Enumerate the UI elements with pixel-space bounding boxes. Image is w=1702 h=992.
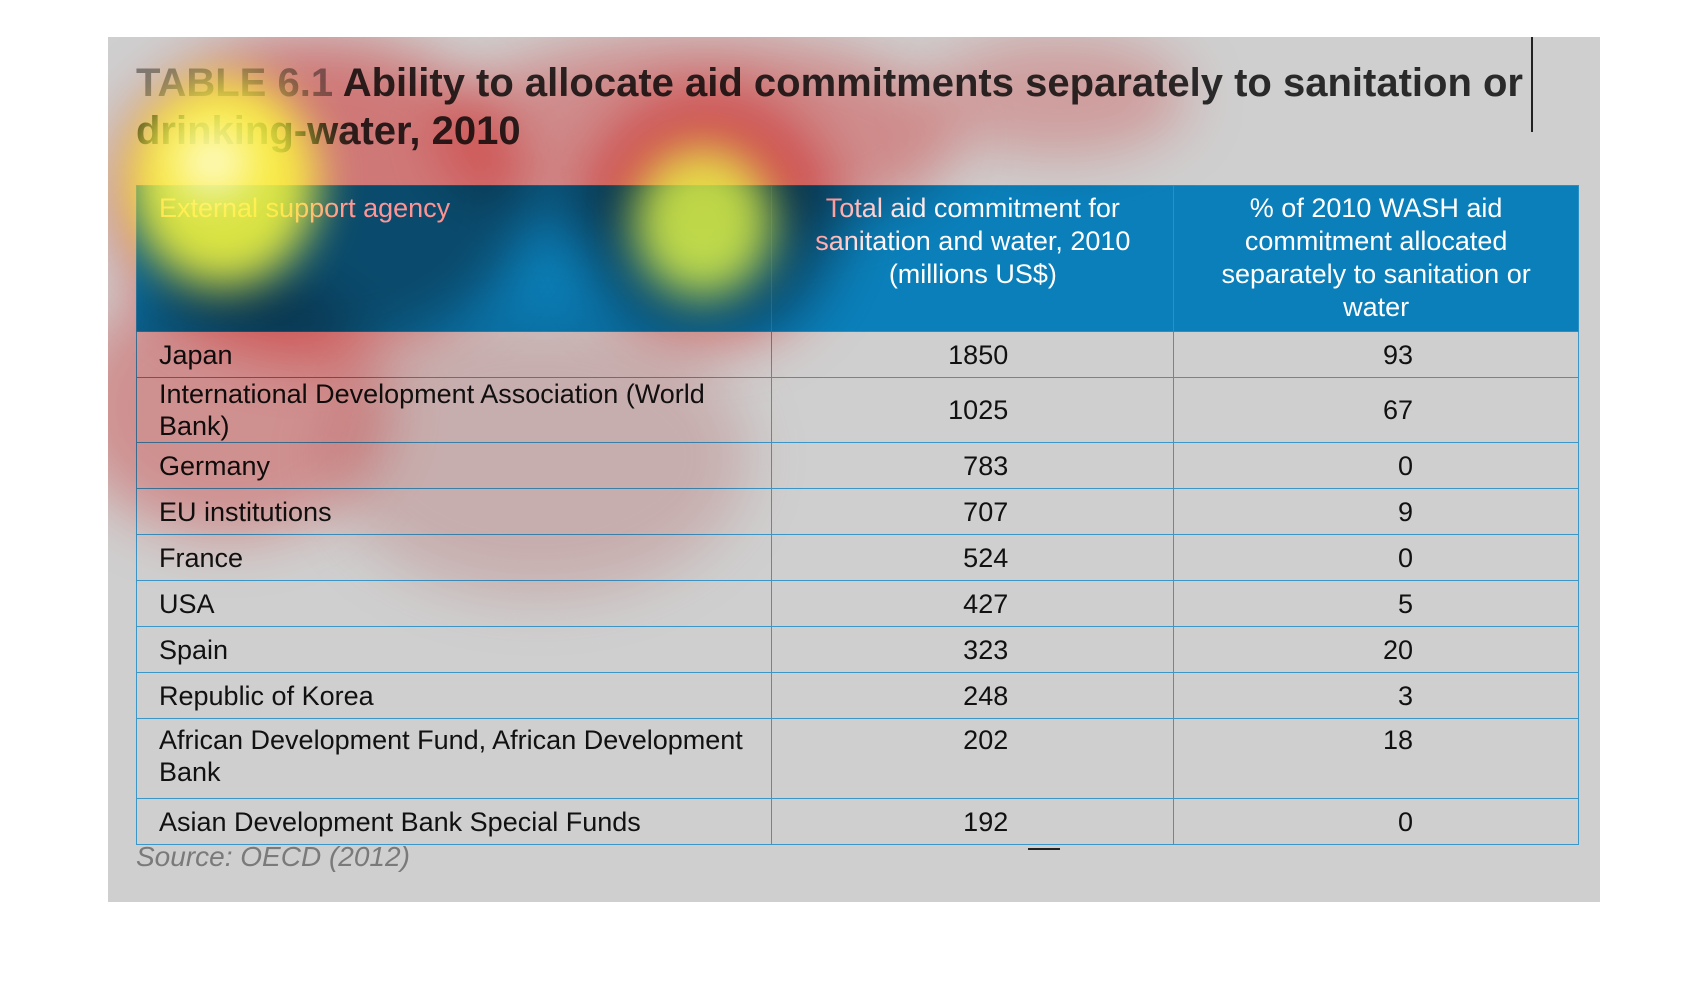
cell-pct: 0 <box>1173 798 1579 845</box>
cell-total: 783 <box>771 442 1175 489</box>
aid-commitment-table: External support agency Total aid commit… <box>135 185 1579 845</box>
cell-agency: Japan <box>135 331 773 378</box>
document-panel: TABLE 6.1 Ability to allocate aid commit… <box>108 37 1600 902</box>
cell-total: 202 <box>771 718 1175 799</box>
table-row: Spain 323 20 <box>135 626 1579 673</box>
cell-total: 1025 <box>771 377 1175 443</box>
table-row: Germany 783 0 <box>135 442 1579 489</box>
cell-agency: African Development Fund, African Develo… <box>135 718 773 799</box>
table-row: African Development Fund, African Develo… <box>135 718 1579 799</box>
table-row: Asian Development Bank Special Funds 192… <box>135 798 1579 845</box>
cell-pct: 93 <box>1173 331 1579 378</box>
source-note: Source: OECD (2012) <box>136 841 410 872</box>
cell-total: 524 <box>771 534 1175 581</box>
text-cursor <box>1531 37 1533 132</box>
cell-total: 192 <box>771 798 1175 845</box>
table-row: France 524 0 <box>135 534 1579 581</box>
header-total: Total aid commitment for sanitation and … <box>771 185 1175 332</box>
table-title-text: Ability to allocate aid commitments sepa… <box>136 61 1523 153</box>
cell-pct: 9 <box>1173 488 1579 535</box>
table-row: International Development Association (W… <box>135 377 1579 443</box>
table-row: USA 427 5 <box>135 580 1579 627</box>
cell-total: 323 <box>771 626 1175 673</box>
table-header-row: External support agency Total aid commit… <box>135 185 1579 332</box>
header-pct: % of 2010 WASH aid commitment allocated … <box>1173 185 1579 332</box>
cell-agency: Republic of Korea <box>135 672 773 719</box>
cell-agency: Spain <box>135 626 773 673</box>
cell-agency: International Development Association (W… <box>135 377 773 443</box>
cell-total: 707 <box>771 488 1175 535</box>
cell-agency: USA <box>135 580 773 627</box>
table-row: Japan 1850 93 <box>135 331 1579 378</box>
table-row: EU institutions 707 9 <box>135 488 1579 535</box>
cell-pct: 18 <box>1173 718 1579 799</box>
cell-pct: 3 <box>1173 672 1579 719</box>
cell-pct: 67 <box>1173 377 1579 443</box>
table-row: Republic of Korea 248 3 <box>135 672 1579 719</box>
cell-agency: Germany <box>135 442 773 489</box>
cell-agency: France <box>135 534 773 581</box>
cell-pct: 0 <box>1173 534 1579 581</box>
cell-agency: Asian Development Bank Special Funds <box>135 798 773 845</box>
dash-mark <box>1028 848 1060 850</box>
header-agency: External support agency <box>135 185 773 332</box>
cell-pct: 5 <box>1173 580 1579 627</box>
table-title: TABLE 6.1 Ability to allocate aid commit… <box>136 59 1586 155</box>
cell-total: 248 <box>771 672 1175 719</box>
cell-total: 1850 <box>771 331 1175 378</box>
cell-pct: 20 <box>1173 626 1579 673</box>
cell-pct: 0 <box>1173 442 1579 489</box>
cell-agency: EU institutions <box>135 488 773 535</box>
table-label: TABLE 6.1 <box>136 61 334 105</box>
cell-total: 427 <box>771 580 1175 627</box>
